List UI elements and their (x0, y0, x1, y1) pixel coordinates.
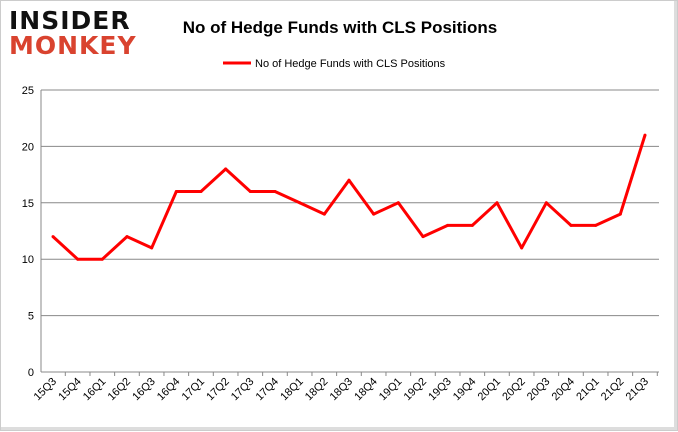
x-tick-label: 20Q2 (500, 376, 528, 404)
logo-insider: INSIDER (9, 6, 131, 35)
x-tick-label: 17Q3 (229, 376, 257, 404)
data-point (372, 212, 376, 216)
x-tick-label: 21Q1 (574, 376, 602, 404)
x-tick-label: 19Q4 (451, 376, 479, 404)
data-point (495, 201, 499, 205)
x-tick-label: 18Q2 (303, 376, 331, 404)
x-tick-label: 18Q3 (328, 376, 356, 404)
x-tick-label: 20Q3 (525, 376, 553, 404)
data-point (224, 167, 228, 171)
logo-monkey: MONKEY (9, 31, 137, 60)
x-tick-label: 21Q3 (624, 376, 652, 404)
x-tick-label: 18Q4 (352, 376, 380, 404)
x-tick-label: 21Q2 (599, 376, 627, 404)
x-tick-label: 17Q1 (180, 376, 208, 404)
y-tick-label: 25 (22, 85, 34, 97)
data-point (51, 235, 55, 239)
x-tick-label: 16Q2 (106, 376, 134, 404)
data-point (150, 246, 154, 250)
y-tick-label: 10 (22, 254, 34, 266)
data-point (470, 223, 474, 227)
data-point (76, 257, 80, 261)
x-tick-label: 18Q1 (278, 376, 306, 404)
x-tick-label: 17Q4 (254, 376, 282, 404)
legend-label: No of Hedge Funds with CLS Positions (255, 58, 446, 70)
data-point (347, 178, 351, 182)
data-point (298, 201, 302, 205)
x-tick-label: 17Q2 (204, 376, 232, 404)
data-point (125, 235, 129, 239)
data-point (520, 246, 524, 250)
data-point (396, 201, 400, 205)
x-tick-label: 19Q3 (426, 376, 454, 404)
data-point (446, 223, 450, 227)
data-point (199, 190, 203, 194)
data-point (544, 201, 548, 205)
x-tick-label: 15Q4 (56, 376, 84, 404)
series-line (51, 134, 647, 261)
x-tick-label: 20Q4 (550, 376, 578, 404)
data-point (569, 223, 573, 227)
data-point (421, 235, 425, 239)
chart-title: No of Hedge Funds with CLS Positions (183, 18, 498, 37)
x-tick-label: 16Q3 (130, 376, 158, 404)
x-tick-label: 19Q1 (377, 376, 405, 404)
x-tick-label: 16Q4 (155, 376, 183, 404)
x-tick-label: 16Q1 (81, 376, 109, 404)
data-point (174, 190, 178, 194)
data-point (248, 190, 252, 194)
data-point (594, 223, 598, 227)
y-tick-label: 15 (22, 198, 34, 210)
y-tick-label: 0 (28, 367, 34, 379)
data-point (618, 212, 622, 216)
data-point (643, 133, 647, 137)
data-point (322, 212, 326, 216)
y-tick-label: 5 (28, 311, 34, 323)
x-tick-label: 20Q1 (476, 376, 504, 404)
data-point (273, 190, 277, 194)
x-tick-label: 19Q2 (402, 376, 430, 404)
y-tick-label: 20 (22, 141, 34, 153)
x-tick-label: 15Q3 (32, 376, 60, 404)
data-point (100, 257, 104, 261)
